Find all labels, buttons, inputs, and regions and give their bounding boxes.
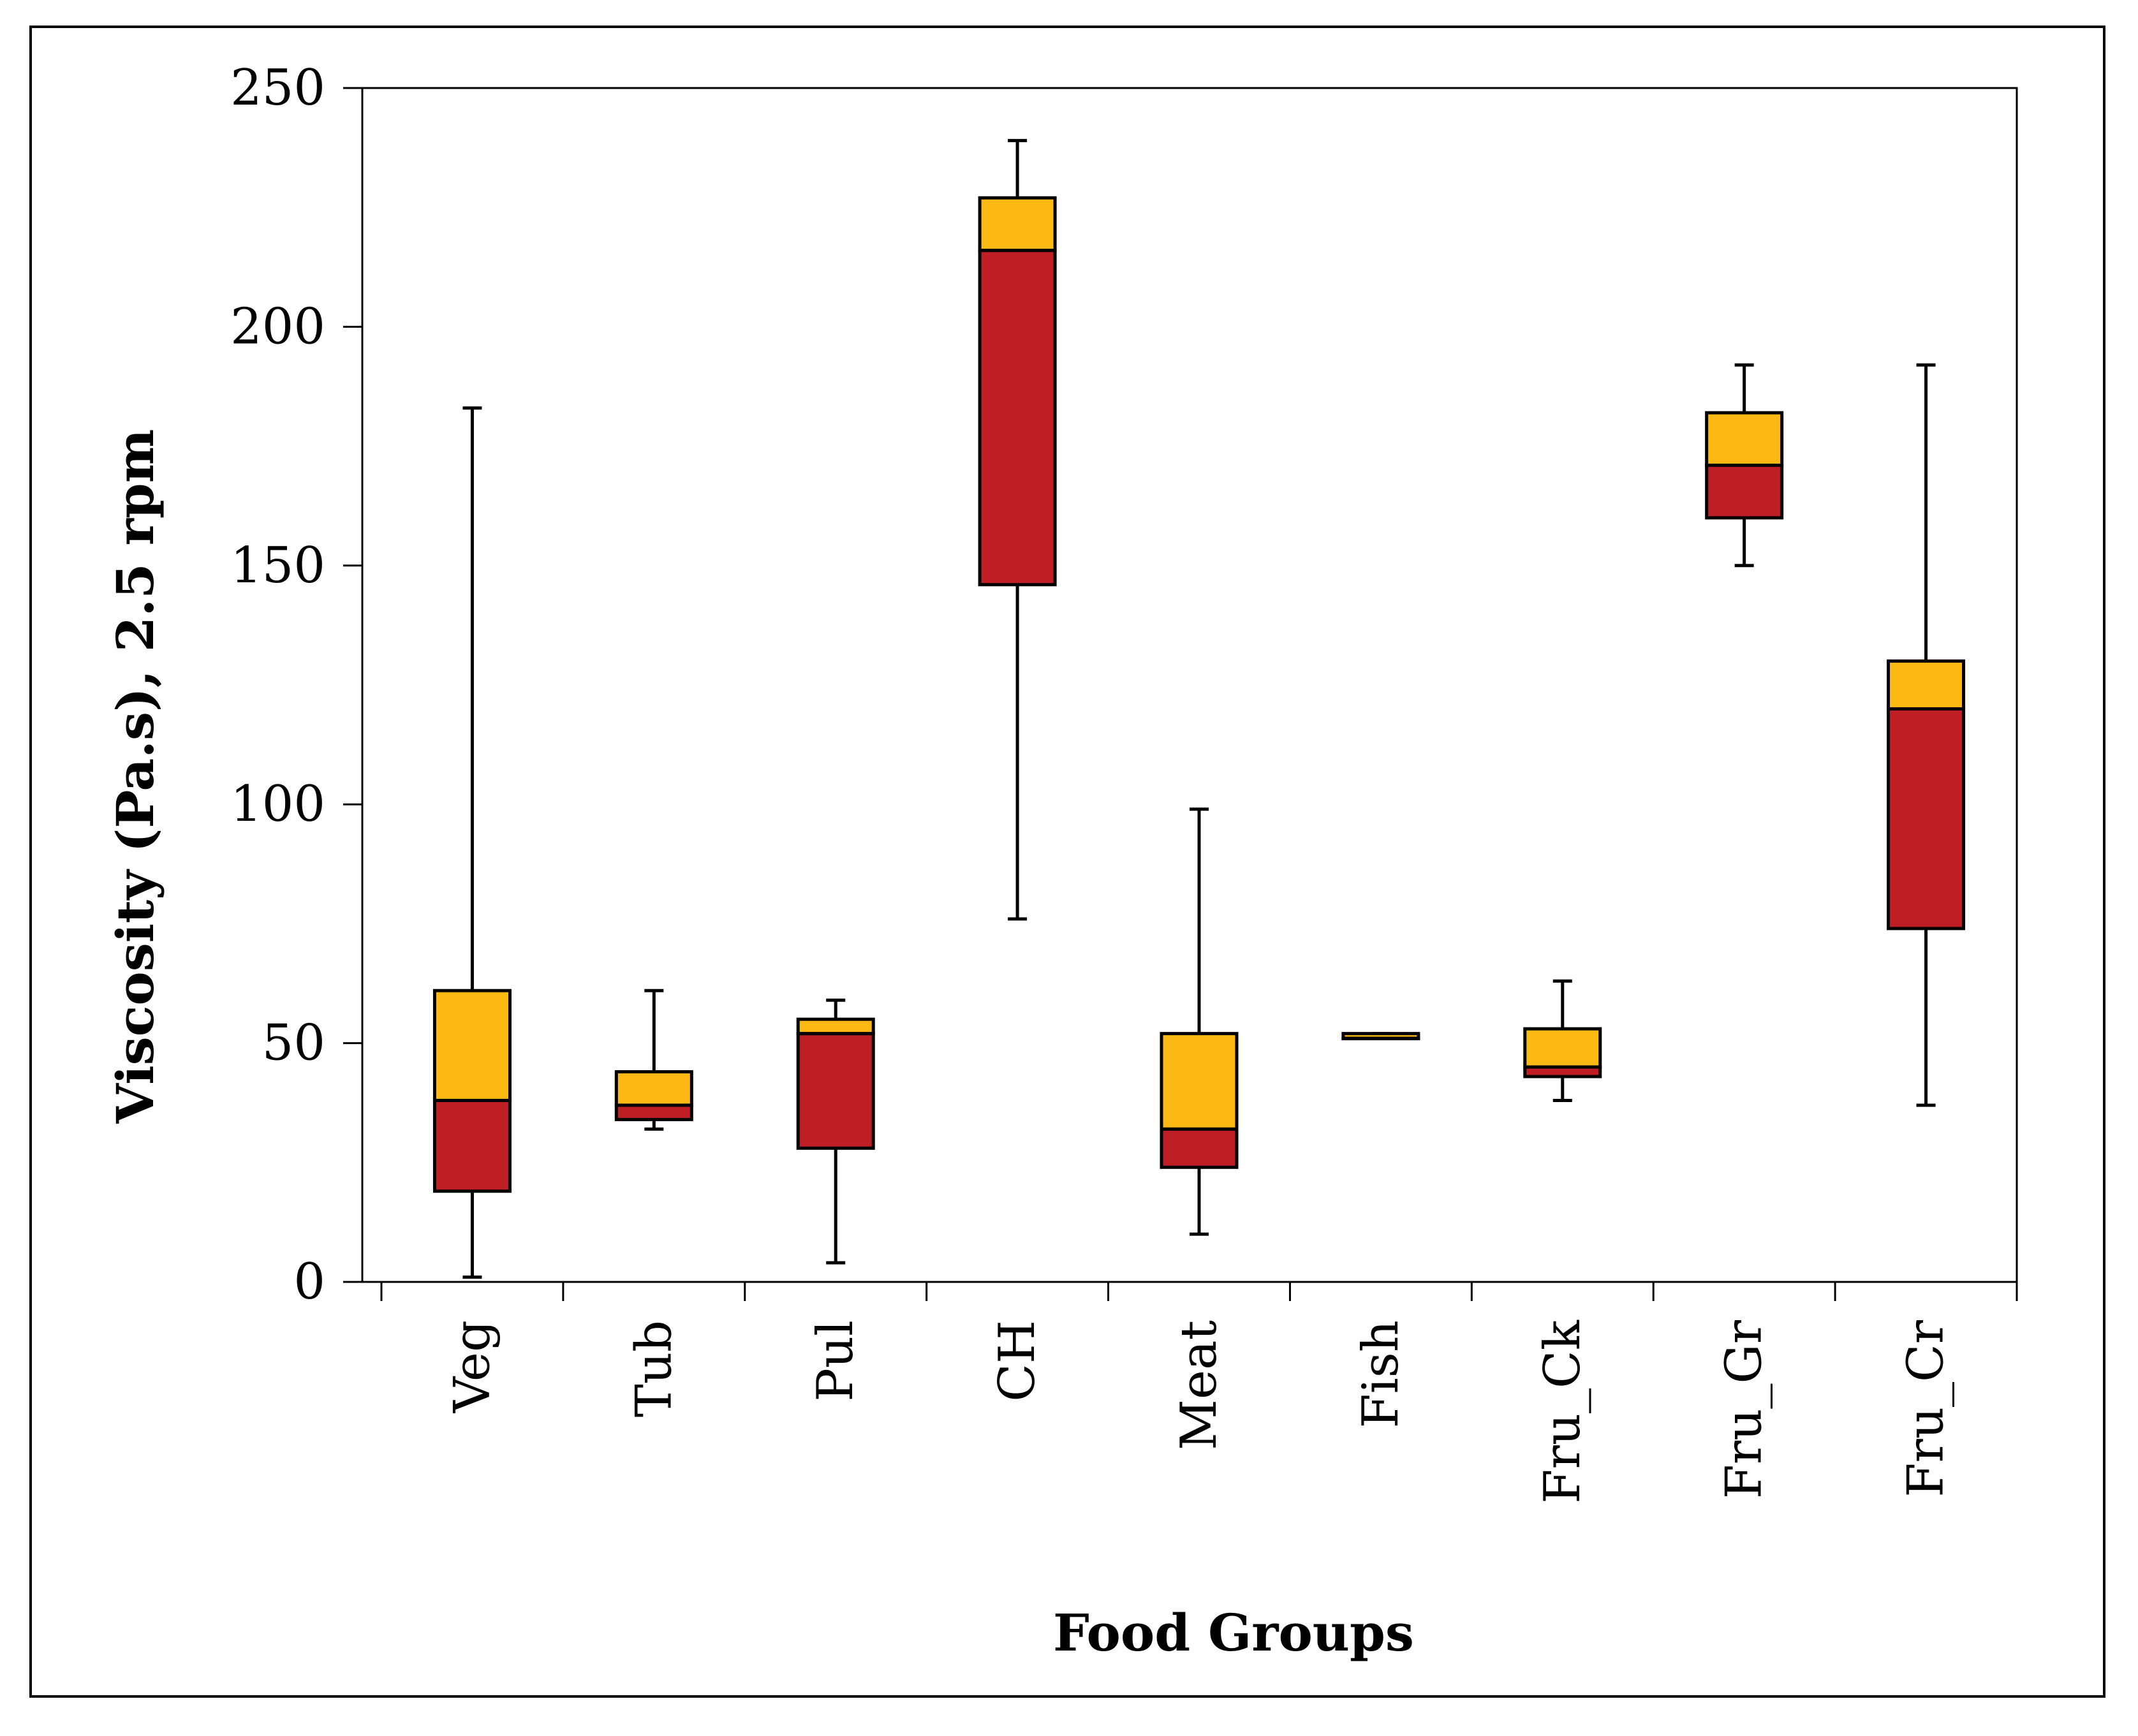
x-category-label: Tub (625, 1320, 682, 1417)
boxes-group (432, 138, 1966, 1279)
box-upper-quartile (1887, 659, 1966, 710)
x-category-label: Fish (1352, 1320, 1410, 1428)
x-category-label: CH (989, 1320, 1046, 1402)
y-tick-label: 0 (293, 1253, 325, 1311)
box-veg (432, 406, 512, 1279)
box-lower-quartile (796, 1032, 875, 1150)
y-tick-label: 200 (230, 298, 325, 355)
x-axis-title: Food Groups (1053, 1603, 1414, 1663)
box-upper-quartile (614, 1070, 693, 1107)
box-lower-quartile (614, 1103, 693, 1121)
x-category-label: Fru_Gr (1716, 1320, 1773, 1499)
y-tick-label: 150 (230, 537, 325, 594)
box-fru-gr (1705, 363, 1784, 568)
box-fru-ck (1523, 979, 1602, 1102)
x-category-label: Fru_Ck (1534, 1320, 1591, 1503)
y-axis: 0 50 100 150 200 250 (230, 59, 362, 1311)
box-lower-quartile (1887, 707, 1966, 931)
x-category-label: Fru_Cr (1898, 1320, 1955, 1497)
box-upper-quartile (1160, 1032, 1239, 1131)
box-upper-quartile (796, 1017, 875, 1036)
box-fru-cr (1887, 363, 1966, 1107)
x-category-label: Veg (443, 1320, 501, 1413)
box-upper-quartile (978, 196, 1057, 253)
box-upper-quartile (1705, 411, 1784, 467)
y-tick-label: 250 (230, 59, 325, 117)
box-tub (614, 989, 693, 1131)
box-ch (978, 138, 1057, 921)
x-axis: Veg Tub Pul CH Meat Fish Fru_Ck Fru_Gr Fru_Cr (380, 1282, 2018, 1504)
plot-border (361, 87, 2018, 1283)
box-lower-quartile (1705, 464, 1784, 520)
box-lower-quartile (432, 1098, 512, 1193)
y-tick-label: 50 (262, 1015, 325, 1072)
plot-area (361, 87, 2018, 1283)
box-meat (1160, 807, 1239, 1236)
box-lower-quartile (978, 249, 1057, 587)
box-upper-quartile (1523, 1027, 1602, 1069)
x-category-label: Meat (1170, 1320, 1228, 1450)
x-category-label: Pul (807, 1320, 864, 1402)
y-axis-title: Viscosity (Pa.s), 2.5 rpm (105, 429, 165, 1124)
box-pul (796, 998, 875, 1265)
y-tick-label: 100 (230, 776, 325, 833)
box-lower-quartile (1160, 1127, 1239, 1169)
box-upper-quartile (432, 989, 512, 1102)
figure-frame (29, 26, 2105, 1698)
box-fish (1341, 1032, 1420, 1041)
